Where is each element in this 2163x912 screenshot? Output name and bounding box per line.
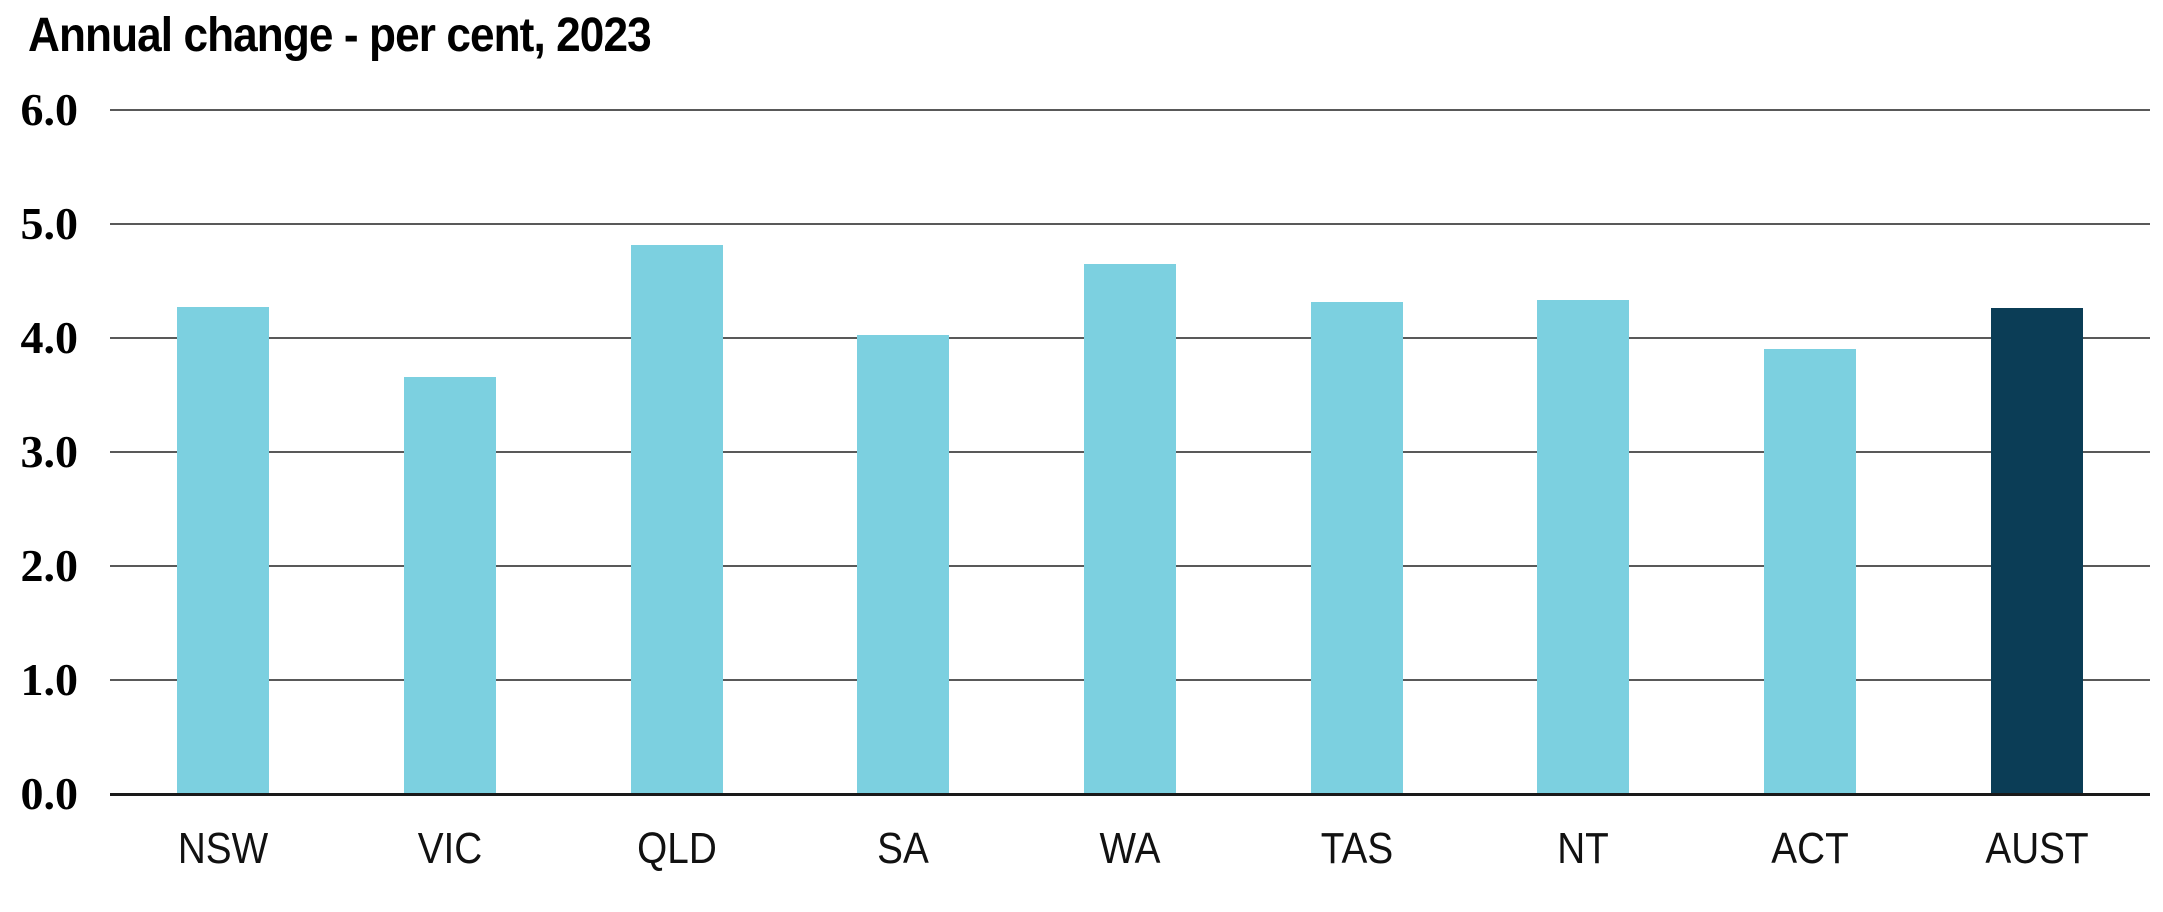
x-axis-line — [110, 793, 2150, 796]
bar-nsw — [177, 307, 270, 794]
bar-aust — [1990, 308, 2083, 794]
x-tick-label-nt: NT — [1557, 824, 1610, 873]
bar-wa — [1084, 264, 1176, 794]
x-tick-label-wa: WA — [1099, 824, 1161, 873]
y-tick-label-2.0: 2.0 — [20, 540, 79, 591]
bar-qld — [630, 245, 723, 794]
y-tick-label-5.0: 5.0 — [20, 198, 79, 249]
y-tick-label-6.0: 6.0 — [20, 84, 79, 135]
gridline-6.0 — [110, 109, 2150, 111]
chart-title: Annual change - per cent, 2023 — [28, 9, 652, 62]
x-tick-label-act: ACT — [1771, 824, 1849, 873]
x-tick-label-aust: AUST — [1985, 824, 2089, 873]
bar-tas — [1310, 302, 1403, 794]
gridline-5.0 — [110, 223, 2150, 225]
y-tick-label-0.0: 0.0 — [20, 768, 79, 819]
bar-vic — [404, 377, 496, 794]
bar-sa — [857, 335, 950, 794]
x-tick-label-tas: TAS — [1320, 824, 1393, 873]
x-tick-label-vic: VIC — [417, 824, 483, 873]
bar-nt — [1537, 300, 1630, 794]
y-tick-label-4.0: 4.0 — [20, 312, 79, 363]
x-tick-label-qld: QLD — [636, 824, 717, 873]
y-tick-label-3.0: 3.0 — [20, 426, 79, 477]
y-tick-label-1.0: 1.0 — [20, 654, 79, 705]
bar-act — [1764, 349, 1856, 794]
x-tick-label-sa: SA — [877, 824, 930, 873]
x-tick-label-nsw: NSW — [178, 824, 269, 873]
